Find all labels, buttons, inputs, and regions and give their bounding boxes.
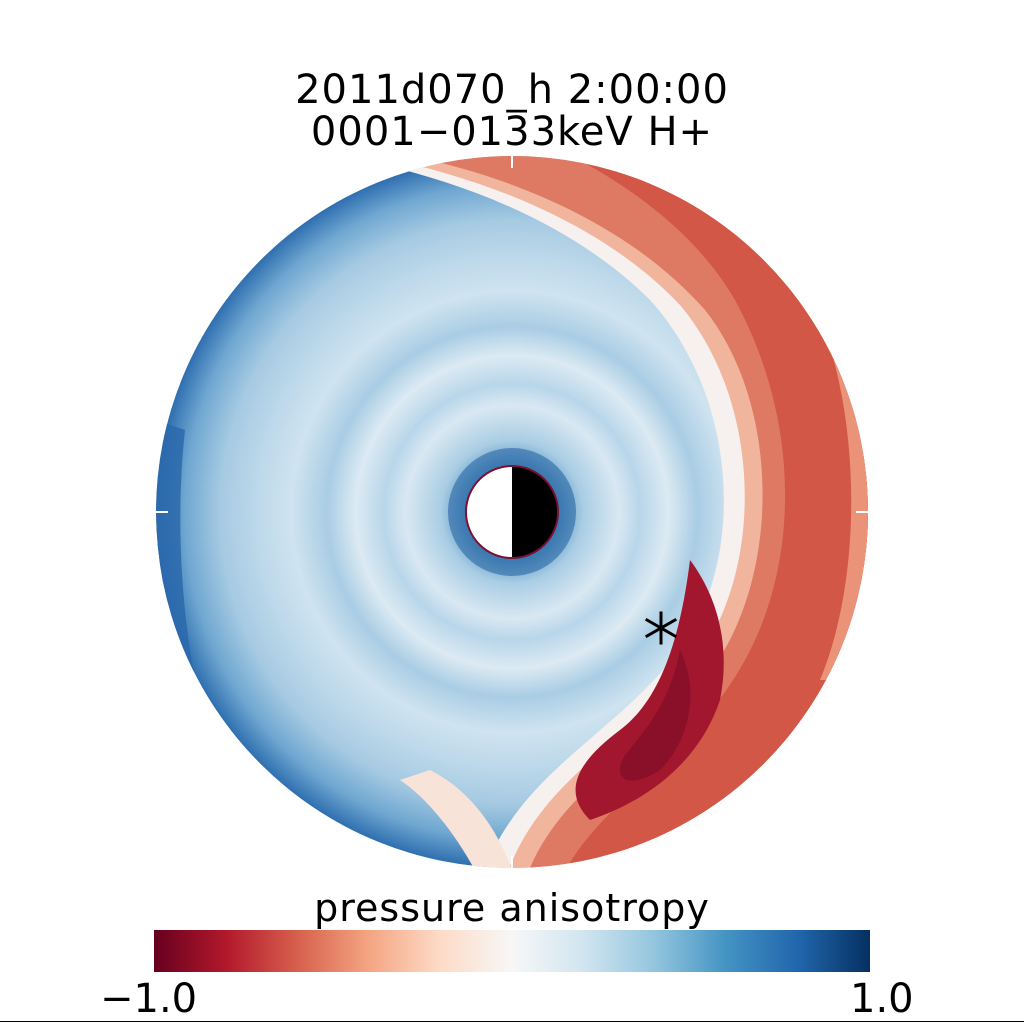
colorbar-label: pressure anisotropy (314, 886, 710, 930)
plot-title-line1: 2011d070_h 2:00:00 (295, 67, 729, 113)
colorbar-gradient (154, 930, 870, 972)
colorbar-min-label: −1.0 (100, 976, 198, 1022)
bottom-light-wedge (400, 770, 515, 868)
colorbar (154, 930, 870, 972)
colorbar-max-label: 1.0 (850, 976, 914, 1022)
deep-red-core-inner (619, 650, 691, 781)
bottom-border (0, 1021, 1024, 1022)
deep-red-core (575, 560, 724, 820)
half-lit-planet-icon (465, 465, 559, 559)
axis-ticks (156, 156, 868, 868)
plot-title-line2: 0001−0133keV H+ (310, 109, 714, 155)
asterisk-marker-icon (644, 611, 678, 645)
polar-anisotropy-plot (156, 156, 868, 868)
deep-blue-rim (156, 420, 210, 740)
red-region (560, 156, 868, 868)
